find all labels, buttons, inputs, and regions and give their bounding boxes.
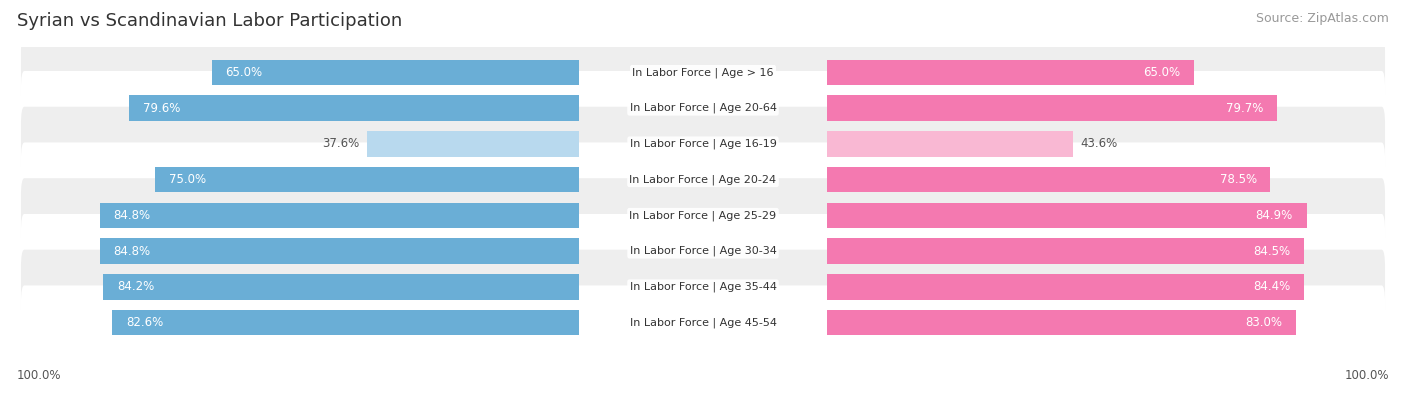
Bar — [112, 310, 579, 335]
Text: In Labor Force | Age 20-64: In Labor Force | Age 20-64 — [630, 103, 776, 113]
Bar — [100, 203, 579, 228]
Bar — [827, 167, 1271, 192]
Bar — [827, 310, 1296, 335]
Bar — [827, 95, 1277, 121]
Text: In Labor Force | Age > 16: In Labor Force | Age > 16 — [633, 67, 773, 78]
FancyBboxPatch shape — [21, 35, 1385, 109]
Text: 84.4%: 84.4% — [1253, 280, 1291, 293]
Bar — [103, 274, 579, 300]
Bar — [827, 131, 1073, 157]
Text: 75.0%: 75.0% — [169, 173, 207, 186]
FancyBboxPatch shape — [21, 107, 1385, 181]
Text: Source: ZipAtlas.com: Source: ZipAtlas.com — [1256, 12, 1389, 25]
Text: 37.6%: 37.6% — [322, 137, 360, 150]
Bar — [129, 95, 579, 121]
Text: 84.8%: 84.8% — [114, 245, 150, 258]
Text: 100.0%: 100.0% — [17, 369, 62, 382]
Text: 84.9%: 84.9% — [1256, 209, 1294, 222]
Bar — [827, 238, 1305, 264]
Text: 79.6%: 79.6% — [143, 102, 180, 115]
FancyBboxPatch shape — [21, 143, 1385, 217]
Text: Syrian vs Scandinavian Labor Participation: Syrian vs Scandinavian Labor Participati… — [17, 12, 402, 30]
Text: 78.5%: 78.5% — [1219, 173, 1257, 186]
Bar — [367, 131, 579, 157]
Text: 65.0%: 65.0% — [225, 66, 263, 79]
Text: In Labor Force | Age 35-44: In Labor Force | Age 35-44 — [630, 282, 776, 292]
Text: 84.5%: 84.5% — [1254, 245, 1291, 258]
Text: In Labor Force | Age 25-29: In Labor Force | Age 25-29 — [630, 210, 776, 221]
FancyBboxPatch shape — [21, 286, 1385, 360]
Text: 84.2%: 84.2% — [117, 280, 155, 293]
Bar — [827, 203, 1306, 228]
FancyBboxPatch shape — [21, 250, 1385, 324]
Text: In Labor Force | Age 20-24: In Labor Force | Age 20-24 — [630, 174, 776, 185]
Text: In Labor Force | Age 45-54: In Labor Force | Age 45-54 — [630, 317, 776, 328]
Text: In Labor Force | Age 16-19: In Labor Force | Age 16-19 — [630, 139, 776, 149]
Bar — [212, 60, 579, 85]
Text: 83.0%: 83.0% — [1246, 316, 1282, 329]
FancyBboxPatch shape — [21, 71, 1385, 145]
Text: 84.8%: 84.8% — [114, 209, 150, 222]
Text: 82.6%: 82.6% — [127, 316, 163, 329]
Text: In Labor Force | Age 30-34: In Labor Force | Age 30-34 — [630, 246, 776, 256]
Bar — [827, 274, 1303, 300]
Text: 43.6%: 43.6% — [1080, 137, 1118, 150]
Text: 79.7%: 79.7% — [1226, 102, 1264, 115]
FancyBboxPatch shape — [21, 178, 1385, 252]
Bar — [155, 167, 579, 192]
FancyBboxPatch shape — [21, 214, 1385, 288]
Text: 100.0%: 100.0% — [1344, 369, 1389, 382]
Text: 65.0%: 65.0% — [1143, 66, 1181, 79]
Bar — [827, 60, 1194, 85]
Bar — [100, 238, 579, 264]
